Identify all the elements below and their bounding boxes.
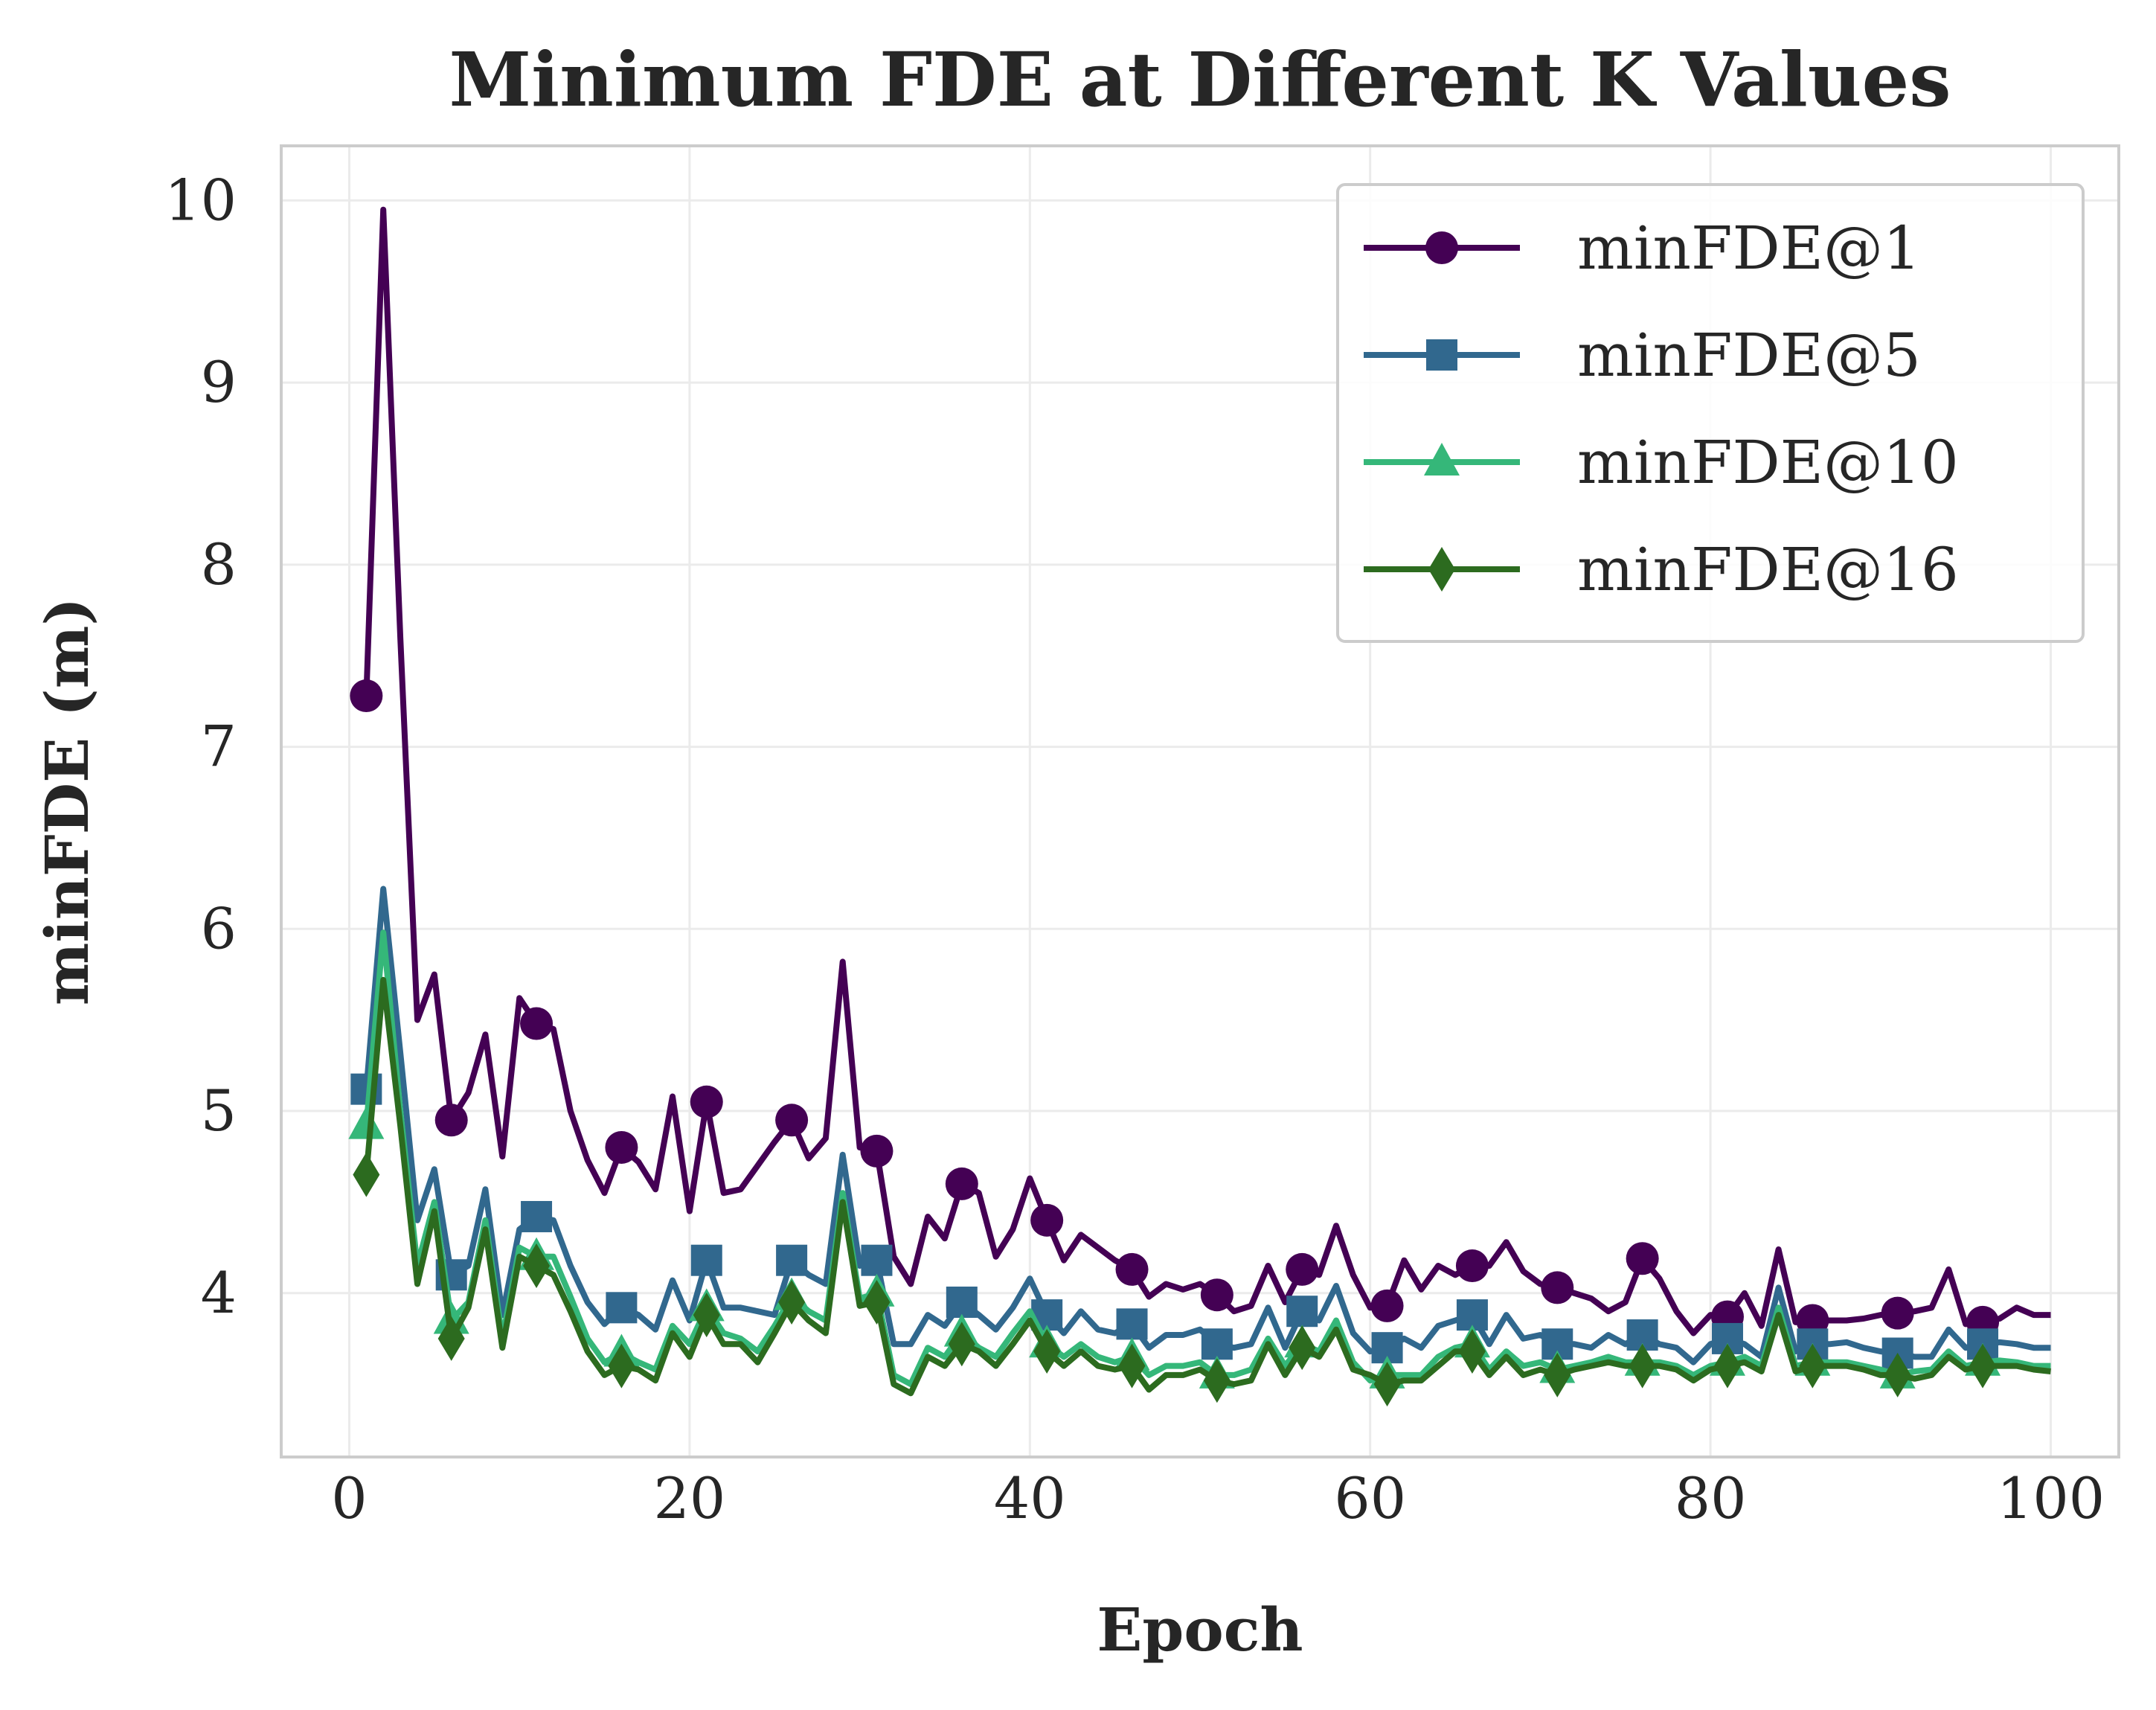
data-point-marker <box>434 1104 468 1137</box>
data-point-marker <box>348 1106 385 1139</box>
data-point-marker <box>776 1244 808 1276</box>
data-point-marker <box>861 1244 893 1276</box>
data-point-marker <box>1118 1343 1146 1389</box>
y-tick-label: 10 <box>164 167 237 233</box>
legend-item: minFDE@10 <box>1364 428 1959 497</box>
data-point-marker <box>775 1104 809 1137</box>
legend-marker <box>1426 339 1457 371</box>
data-point-marker <box>1033 1329 1061 1374</box>
y-tick-label: 7 <box>201 714 237 780</box>
data-point-marker <box>1541 1271 1574 1304</box>
data-point-marker <box>1713 1343 1741 1389</box>
data-point-marker <box>946 1286 978 1318</box>
data-point-marker <box>1115 1252 1149 1286</box>
data-point-marker <box>860 1134 893 1168</box>
legend-item: minFDE@5 <box>1364 321 1921 390</box>
legend: minFDE@1 minFDE@5 minFDE@10 minFDE@16 <box>1336 183 2085 643</box>
y-tick-label: 4 <box>201 1260 237 1326</box>
data-point-marker <box>1969 1343 1997 1389</box>
y-axis-ticks: 4 5 6 7 8 9 10 <box>164 167 237 1325</box>
data-point-marker <box>1881 1296 1914 1330</box>
x-tick-label: 0 <box>331 1465 367 1531</box>
series-minFDE@5 <box>350 886 2051 1369</box>
data-point-marker <box>608 1343 635 1389</box>
data-point-marker <box>521 1200 553 1232</box>
data-point-marker <box>606 1292 638 1324</box>
legend-label: minFDE@1 <box>1577 214 1921 283</box>
x-tick-label: 100 <box>1997 1465 2105 1531</box>
series-minFDE@1 <box>350 206 2051 1339</box>
data-point-marker <box>948 1322 975 1367</box>
data-point-marker <box>1030 1203 1064 1237</box>
data-point-marker <box>1370 1289 1404 1322</box>
data-point-marker <box>1201 1328 1233 1360</box>
data-point-marker <box>1626 1242 1659 1275</box>
data-point-marker <box>690 1244 722 1276</box>
data-point-marker <box>523 1243 551 1289</box>
data-point-marker <box>1455 1249 1489 1283</box>
legend-label: minFDE@5 <box>1577 321 1921 390</box>
data-point-marker <box>1289 1325 1316 1371</box>
data-point-marker <box>350 679 383 713</box>
data-point-marker <box>1544 1352 1571 1397</box>
x-tick-label: 20 <box>654 1465 726 1531</box>
y-tick-label: 9 <box>201 349 237 415</box>
data-point-marker <box>690 1085 723 1118</box>
data-point-marker <box>778 1279 806 1325</box>
data-point-marker <box>1458 1329 1486 1374</box>
data-point-marker <box>945 1167 978 1200</box>
data-point-marker <box>1203 1358 1231 1403</box>
data-point-marker <box>1286 1296 1318 1328</box>
data-point-marker <box>1116 1308 1148 1340</box>
data-point-marker <box>1884 1352 1911 1397</box>
legend-label: minFDE@16 <box>1577 535 1959 604</box>
legend-item: minFDE@1 <box>1364 214 1921 283</box>
legend-marker <box>1428 547 1455 592</box>
data-point-marker <box>1373 1362 1401 1407</box>
y-tick-label: 8 <box>201 531 237 598</box>
data-point-marker <box>437 1316 465 1361</box>
data-point-marker <box>520 1007 554 1040</box>
y-tick-label: 5 <box>201 1077 237 1144</box>
data-point-marker <box>693 1293 720 1338</box>
legend-box <box>1336 183 2085 643</box>
series-minFDE@16 <box>353 976 2051 1407</box>
legend-item: minFDE@16 <box>1364 535 1959 604</box>
data-point-marker <box>1799 1343 1826 1389</box>
y-tick-label: 6 <box>201 895 237 961</box>
legend-label: minFDE@10 <box>1577 428 1959 497</box>
data-point-marker <box>1629 1343 1656 1389</box>
data-point-marker <box>1286 1252 1319 1286</box>
x-tick-label: 60 <box>1334 1465 1406 1531</box>
data-point-marker <box>863 1279 891 1325</box>
chart-title: Minimum FDE at Different K Values <box>449 36 1951 124</box>
legend-marker <box>1425 231 1458 264</box>
data-point-marker <box>605 1130 638 1164</box>
legend-marker <box>1424 443 1460 475</box>
x-tick-label: 80 <box>1675 1465 1747 1531</box>
plot-area-frame <box>280 144 2120 1458</box>
series-layer <box>348 206 2051 1407</box>
x-axis-label: Epoch <box>1097 1595 1303 1665</box>
data-point-marker <box>353 1152 380 1197</box>
data-point-marker <box>1200 1278 1233 1312</box>
y-axis-label: minFDE (m) <box>32 598 102 1006</box>
x-tick-label: 40 <box>994 1465 1066 1531</box>
x-axis-ticks: 0 20 40 60 80 100 <box>331 1465 2105 1531</box>
